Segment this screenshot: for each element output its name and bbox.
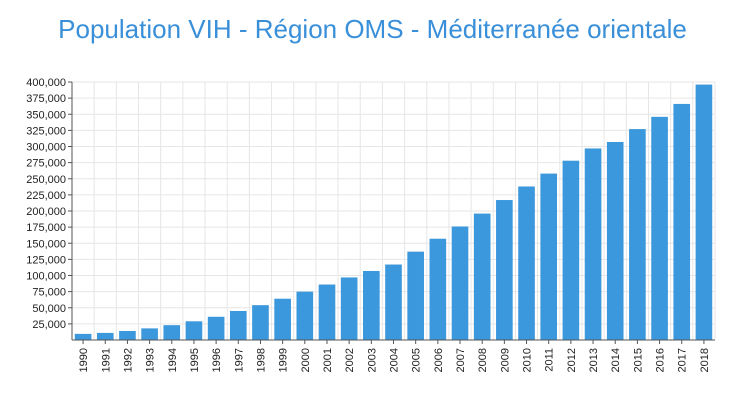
y-tick-label: 25,000 (32, 319, 66, 331)
bar-1995 (185, 321, 203, 340)
bar-1996 (207, 316, 225, 340)
y-tick-label: 300,000 (26, 142, 66, 154)
bar-1999 (274, 298, 291, 340)
y-tick-label: 150,000 (26, 238, 66, 250)
x-tick-label: 2005 (411, 348, 423, 372)
x-tick-label: 2002 (344, 348, 356, 372)
y-tick-label: 375,000 (26, 93, 66, 105)
y-tick-label: 50,000 (32, 303, 66, 315)
x-tick-label: 2014 (610, 348, 622, 372)
bar-1990 (74, 333, 92, 340)
bar-2007 (451, 226, 469, 340)
bar-2013 (584, 148, 602, 340)
chart-title: Population VIH - Région OMS - Méditerran… (58, 14, 687, 44)
bar-2015 (629, 129, 646, 340)
x-tick-labels: 1990 1991 1992 1993 1994 1995 1996 1997 1998 1999… (78, 340, 711, 372)
bar-2018 (695, 84, 713, 340)
y-tick-label: 275,000 (26, 158, 66, 170)
bar-1993 (141, 328, 158, 340)
x-tick-label: 2000 (300, 348, 312, 372)
bar-2006 (429, 238, 447, 340)
y-tick-label: 75,000 (32, 287, 66, 299)
bar-2014 (606, 141, 624, 340)
x-tick-label: 2018 (699, 348, 711, 372)
x-tick-label: 2015 (632, 348, 644, 372)
bar-2000 (296, 291, 314, 340)
bar-2012 (562, 160, 580, 340)
y-tick-label: 200,000 (26, 206, 66, 218)
bar-2001 (318, 284, 336, 340)
y-tick-label: 175,000 (26, 222, 66, 234)
bar-2002 (340, 277, 358, 340)
bar-2016 (651, 116, 668, 340)
x-tick-label: 1990 (78, 348, 90, 372)
x-tick-label: 1991 (100, 348, 112, 372)
x-tick-label: 1997 (233, 348, 245, 372)
bar-2010 (518, 186, 535, 340)
x-tick-label: 2013 (588, 348, 600, 372)
x-tick-label: 1992 (122, 348, 134, 372)
y-tick-labels: 25,000 50,000 75,000 100,000 125,000 150,000 1… (26, 77, 72, 331)
y-tick-label: 225,000 (26, 190, 66, 202)
x-tick-label: 2016 (655, 348, 667, 372)
x-tick-label: 2001 (322, 348, 334, 372)
x-tick-label: 2017 (677, 348, 689, 372)
x-tick-label: 1999 (278, 348, 290, 372)
y-tick-label: 250,000 (26, 174, 66, 186)
x-tick-label: 1995 (189, 348, 201, 372)
y-tick-label: 325,000 (26, 125, 66, 137)
y-tick-label: 400,000 (26, 77, 66, 89)
bar-1991 (96, 332, 114, 340)
bar-2011 (540, 173, 558, 340)
x-tick-label: 2009 (499, 348, 511, 372)
bar-2005 (407, 251, 424, 340)
y-tick-label: 350,000 (26, 109, 66, 121)
y-tick-label: 100,000 (26, 271, 66, 283)
bar-2009 (496, 200, 513, 340)
x-tick-label: 2003 (366, 348, 378, 372)
x-tick-label: 2007 (455, 348, 467, 372)
x-tick-label: 2012 (566, 348, 578, 372)
x-tick-label: 2008 (477, 348, 489, 372)
x-tick-label: 2010 (522, 348, 534, 372)
bar-1992 (119, 330, 136, 340)
bar-2017 (673, 103, 691, 341)
x-tick-label: 2006 (433, 348, 445, 372)
bar-1998 (252, 305, 269, 340)
x-tick-label: 1998 (255, 348, 267, 372)
bar-1997 (229, 310, 247, 340)
x-tick-label: 2004 (389, 348, 401, 372)
bar-2004 (385, 264, 402, 340)
bars (74, 84, 713, 341)
bar-2008 (473, 213, 491, 340)
bar-2003 (363, 270, 380, 340)
x-tick-label: 2011 (544, 348, 556, 372)
y-tick-label: 125,000 (26, 254, 66, 266)
x-tick-label: 1993 (145, 348, 157, 372)
x-tick-label: 1994 (167, 348, 179, 372)
x-tick-label: 1996 (211, 348, 223, 372)
bar-1994 (163, 325, 181, 340)
